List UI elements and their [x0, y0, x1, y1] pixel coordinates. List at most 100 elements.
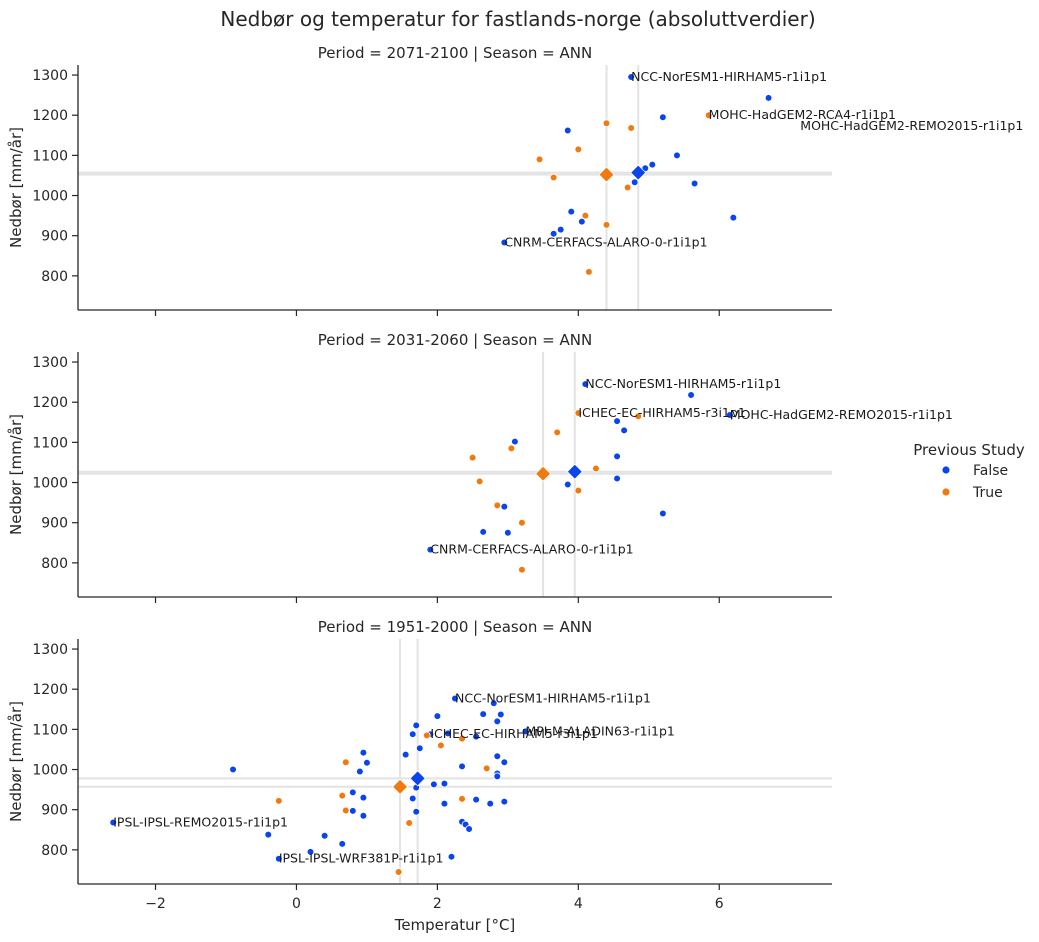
data-point-false [489, 699, 498, 708]
legend-marker-false [942, 466, 950, 474]
legend-label-true: True [972, 485, 1003, 501]
data-point-true [574, 486, 583, 495]
data-point-true [634, 412, 643, 421]
data-point-true [482, 764, 491, 773]
point-annotation: IPSL-IPSL-WRF381P-r1i1p1 [279, 851, 444, 866]
data-point-false [408, 730, 417, 738]
data-point-false [486, 799, 495, 808]
data-point-false [458, 762, 466, 771]
data-point-false [349, 807, 357, 815]
x-tick-label: −2 [145, 896, 166, 912]
y-tick-label: 1300 [32, 68, 68, 84]
y-tick-label: 800 [41, 269, 68, 285]
data-point-false [415, 744, 424, 753]
data-point-true [341, 806, 350, 815]
data-point-false [627, 73, 635, 81]
data-point-true [458, 795, 466, 803]
x-axis-label: Temperatur [°C] [394, 916, 516, 934]
data-point-false [630, 178, 639, 187]
data-point-false [479, 528, 487, 536]
data-point-true [585, 268, 593, 276]
data-point-true [553, 428, 561, 437]
data-point-false [359, 811, 368, 820]
mean-marker-false [566, 463, 583, 480]
data-point-false [613, 452, 621, 461]
data-point-false [764, 94, 773, 102]
panels: Period = 2071-2100 | Season = ANN 800 900 1… [7, 44, 1023, 934]
data-point-false [648, 160, 657, 169]
data-point-false [613, 474, 621, 483]
data-point-false [444, 729, 452, 738]
data-point-true [574, 145, 583, 154]
data-point-false [493, 752, 502, 761]
point-annotation: CNRM-CERFACS-ALARO-0-r1i1p1 [504, 235, 707, 250]
data-point-false [359, 793, 368, 802]
data-point-true [423, 731, 431, 740]
data-point-false [729, 213, 738, 222]
data-point-false [408, 794, 417, 803]
data-point-true [602, 119, 611, 128]
panel-title: Period = 2071-2100 | Season = ANN [318, 44, 592, 62]
data-point-false [264, 830, 273, 839]
data-point-false [479, 710, 487, 718]
data-point-true [627, 124, 635, 132]
data-point-false [578, 217, 586, 226]
data-point-true [493, 501, 502, 510]
data-point-true [518, 565, 526, 574]
point-annotation: MOHC-HadGEM2-REMO2015-r1i1p1 [800, 118, 1023, 133]
data-point-false [726, 411, 734, 419]
data-point-true [581, 211, 590, 220]
data-point-true [518, 518, 526, 527]
data-point-true [704, 111, 713, 120]
data-point-false [563, 126, 572, 135]
mean-marker-false [630, 164, 647, 181]
y-tick-label: 1000 [32, 189, 68, 205]
data-point-false [563, 480, 572, 489]
data-point-false [690, 179, 699, 188]
data-point-true [602, 221, 611, 229]
x-tick-label: 0 [292, 896, 301, 912]
point-annotation: NCC-NorESM1-HIRHAM5-r1i1p1 [631, 69, 827, 84]
data-point-false [472, 732, 480, 741]
point-annotation: NCC-NorESM1-HIRHAM5-r1i1p1 [455, 690, 651, 705]
data-point-true [535, 155, 544, 164]
y-tick-label: 1100 [32, 435, 68, 451]
data-point-false [412, 721, 421, 730]
data-point-false [549, 229, 558, 238]
y-tick-label: 1000 [32, 476, 68, 492]
data-point-true [507, 444, 516, 453]
data-point-false [356, 767, 364, 776]
data-point-false [673, 151, 681, 160]
panel-title: Period = 1951-2000 | Season = ANN [318, 618, 592, 636]
y-tick-label: 1000 [32, 763, 68, 779]
data-point-false [451, 694, 459, 703]
y-tick-label: 900 [41, 516, 68, 532]
data-point-false [426, 545, 435, 554]
data-point-false [497, 710, 505, 719]
y-tick-label: 800 [41, 556, 68, 572]
y-tick-label: 1200 [32, 108, 68, 124]
y-tick-label: 1100 [32, 722, 68, 738]
data-point-true [475, 477, 484, 486]
data-point-false [504, 528, 512, 537]
data-point-false [465, 825, 473, 833]
data-point-true [549, 173, 558, 182]
data-point-false [521, 727, 530, 736]
data-point-false [109, 818, 118, 827]
data-point-false [556, 225, 565, 234]
data-point-false [447, 852, 456, 861]
y-tick-label: 900 [41, 803, 68, 819]
mean-marker-true [535, 465, 552, 482]
data-point-false [613, 417, 621, 425]
data-point-true [458, 734, 466, 743]
point-annotation: ICHEC-EC-HIRHAM5-r3i1p1 [578, 405, 745, 420]
data-point-false [687, 391, 695, 399]
data-point-false [433, 712, 442, 720]
figure-title: Nedbør og temperatur for fastlands-norge… [220, 7, 815, 31]
data-point-false [430, 780, 438, 789]
panel-3: Period = 1951-2000 | Season = ANN 800 900 1… [7, 618, 832, 934]
data-point-false [275, 854, 283, 863]
data-point-false [440, 779, 449, 788]
y-axis-label: Nedbør [mm/år] [7, 127, 25, 248]
